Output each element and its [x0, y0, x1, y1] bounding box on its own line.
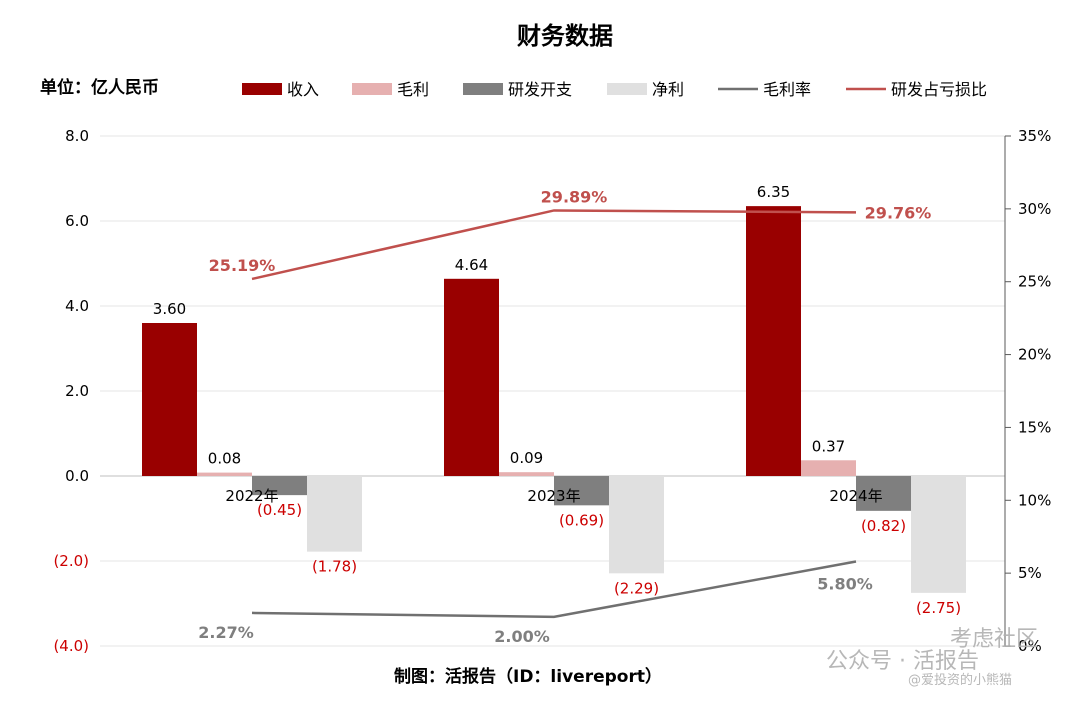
- line-data-label: 29.89%: [541, 187, 608, 206]
- bar-data-label: (1.78): [312, 558, 357, 576]
- legend-label: 净利: [652, 80, 684, 99]
- bar-data-label: (0.82): [861, 517, 906, 535]
- left-axis: (4.0) (2.0) 0.0 2.0 4.0 6.0 8.0: [53, 127, 89, 655]
- right-tick-label: 5%: [1018, 564, 1042, 582]
- bar-净利-2024年: [911, 476, 966, 593]
- right-tick-label: 15%: [1018, 418, 1051, 436]
- left-tick-label: 6.0: [65, 212, 89, 230]
- data-labels: 3.60 4.64 6.35 0.08 0.09 0.37 (0.45) (0.69) (0.8…: [153, 183, 961, 646]
- bar-收入-2022年: [142, 323, 197, 476]
- bar-研发开支-2022年: [252, 476, 307, 496]
- legend: 收入 毛利 研发开支 净利 毛利率 研发占亏损比: [242, 80, 987, 99]
- right-tick-label: 20%: [1018, 346, 1051, 364]
- line-data-label: 5.80%: [817, 574, 873, 593]
- left-tick-label: 8.0: [65, 127, 89, 145]
- bar-data-label: 0.37: [812, 437, 845, 455]
- right-tick-label: 25%: [1018, 273, 1051, 291]
- bar-毛利-2022年: [197, 472, 252, 476]
- unit-label: 单位：亿人民币: [40, 77, 159, 98]
- watermark: 考虑社区 公众号 · 活报告 @爱投资的小熊猫: [826, 627, 1038, 688]
- line-研发占亏损比: [251, 209, 857, 281]
- legend-label: 收入: [287, 80, 319, 99]
- bar-data-label: 4.64: [455, 256, 488, 274]
- legend-swatch: [352, 83, 392, 95]
- chart-title: 财务数据: [517, 22, 613, 50]
- watermark-line1: 公众号 · 活报告: [826, 649, 979, 674]
- bar-data-label: 3.60: [153, 300, 186, 318]
- category-label: 2022年: [225, 487, 278, 505]
- bar-毛利-2023年: [499, 472, 554, 476]
- watermark-line2: @爱投资的小熊猫: [908, 672, 1012, 688]
- bar-研发开支-2023年: [554, 476, 609, 506]
- legend-swatch: [463, 83, 503, 95]
- lines: [251, 209, 857, 619]
- right-axis: 0% 5% 10% 15% 20% 25% 30% 35%: [1004, 127, 1051, 655]
- bar-收入-2024年: [746, 206, 801, 476]
- bar-data-label: (0.45): [257, 501, 302, 519]
- left-tick-label: 0.0: [65, 467, 89, 485]
- legend-label: 研发占亏损比: [891, 80, 987, 99]
- left-tick-label: (4.0): [53, 637, 89, 655]
- legend-swatch: [607, 83, 647, 95]
- line-data-label: 29.76%: [865, 203, 932, 222]
- bar-data-label: (0.69): [559, 511, 604, 529]
- bar-毛利-2024年: [801, 460, 856, 476]
- bar-净利-2023年: [609, 476, 664, 574]
- bar-data-label: (2.75): [916, 599, 961, 617]
- bar-data-label: 6.35: [757, 183, 790, 201]
- line-data-label: 2.27%: [198, 623, 254, 642]
- legend-label: 毛利率: [763, 80, 811, 99]
- category-label: 2023年: [527, 487, 580, 505]
- right-tick-label: 35%: [1018, 127, 1051, 145]
- legend-label: 研发开支: [508, 80, 572, 99]
- left-tick-label: 4.0: [65, 297, 89, 315]
- right-tick-label: 30%: [1018, 200, 1051, 218]
- line-毛利率: [251, 560, 857, 619]
- watermark-brand: 考虑社区: [950, 627, 1038, 652]
- bar-data-label: (2.29): [614, 579, 659, 597]
- bar-研发开支-2024年: [856, 476, 911, 511]
- legend-swatch: [242, 83, 282, 95]
- right-tick-label: 0%: [1018, 637, 1042, 655]
- bar-data-label: 0.09: [510, 449, 543, 467]
- left-tick-label: (2.0): [53, 552, 89, 570]
- right-tick-label: 10%: [1018, 491, 1051, 509]
- legend-label: 毛利: [397, 80, 429, 99]
- bar-data-label: 0.08: [208, 450, 241, 468]
- left-tick-label: 2.0: [65, 382, 89, 400]
- bar-净利-2022年: [307, 476, 362, 552]
- footer-credit: 制图：活报告（ID：livereport）: [394, 666, 662, 687]
- bars: [142, 206, 966, 593]
- line-data-label: 25.19%: [209, 256, 276, 275]
- bar-收入-2023年: [444, 278, 499, 476]
- category-label: 2024年: [829, 487, 882, 505]
- line-data-label: 2.00%: [494, 627, 550, 646]
